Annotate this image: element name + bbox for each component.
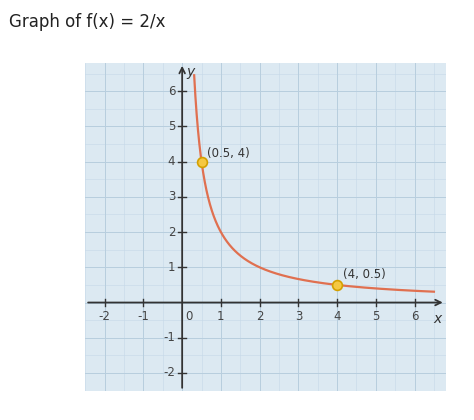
Text: 1: 1 — [217, 310, 225, 323]
Text: -2: -2 — [164, 367, 175, 380]
Text: 0: 0 — [185, 310, 193, 323]
Text: 4: 4 — [168, 155, 175, 168]
Text: y: y — [187, 65, 195, 79]
Text: 4: 4 — [333, 310, 341, 323]
Text: -1: -1 — [164, 331, 175, 344]
Text: 2: 2 — [256, 310, 264, 323]
Text: x: x — [433, 312, 442, 326]
Text: (0.5, 4): (0.5, 4) — [207, 147, 250, 160]
Point — [333, 281, 341, 288]
Text: 3: 3 — [168, 190, 175, 203]
Text: 5: 5 — [168, 120, 175, 133]
Text: Graph of f(x) = 2/x: Graph of f(x) = 2/x — [9, 13, 166, 31]
Text: -2: -2 — [99, 310, 110, 323]
Text: 5: 5 — [372, 310, 380, 323]
Text: 6: 6 — [411, 310, 419, 323]
Text: (4, 0.5): (4, 0.5) — [343, 268, 386, 281]
Text: 2: 2 — [168, 226, 175, 239]
Point — [198, 158, 205, 165]
Text: 3: 3 — [295, 310, 302, 323]
Text: 1: 1 — [168, 261, 175, 274]
Text: 6: 6 — [168, 85, 175, 98]
Text: -1: -1 — [137, 310, 149, 323]
